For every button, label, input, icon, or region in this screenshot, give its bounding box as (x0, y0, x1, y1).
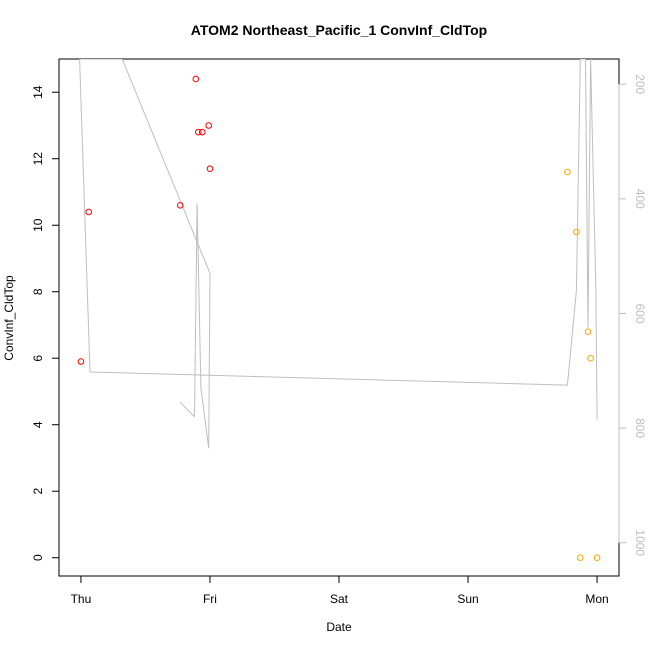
data-point (593, 554, 601, 562)
y2-tick-label: 200 (633, 74, 647, 94)
gray-line-series (79, 59, 598, 449)
data-point (576, 554, 584, 562)
data-points (77, 75, 601, 562)
data-point (195, 128, 202, 136)
y-axis-label: ConvInf_CldTop (2, 275, 16, 361)
data-point (573, 228, 580, 236)
x-axis-label: Date (326, 620, 352, 634)
y-tick-label: 0 (31, 554, 45, 561)
y-tick-label: 10 (31, 218, 45, 232)
chart-title: ATOM2 Northeast_Pacific_1 ConvInf_CldTop (191, 22, 487, 38)
y-tick-label: 2 (31, 488, 45, 495)
data-point (564, 168, 571, 176)
y-tick-label: 6 (31, 355, 45, 362)
y2-tick-label: 800 (633, 418, 647, 438)
data-point (77, 358, 85, 365)
data-point (198, 128, 206, 136)
y2-tick-label: 400 (633, 189, 647, 209)
y2-tick-label: 600 (633, 303, 647, 323)
y-tick-label: 4 (31, 421, 45, 428)
data-point (85, 208, 92, 216)
y-tick-label: 8 (31, 288, 45, 295)
x-tick-label: Mon (585, 592, 608, 606)
x-axis: Thu Fri Sat Sun Mon (71, 575, 609, 606)
data-point (192, 75, 200, 83)
y-tick-label: 12 (31, 152, 45, 166)
gray-line (79, 59, 598, 449)
x-tick-label: Thu (71, 592, 92, 606)
y-axis-right: 200 400 600 800 1000 (618, 74, 647, 556)
data-point (176, 201, 184, 209)
x-tick-label: Sat (330, 592, 349, 606)
y2-tick-label: 1000 (633, 529, 647, 556)
x-tick-label: Fri (203, 592, 217, 606)
x-tick-label: Sun (457, 592, 478, 606)
data-point (205, 122, 212, 129)
data-point (584, 328, 592, 335)
y-tick-label: 14 (31, 85, 45, 99)
data-point (206, 165, 214, 173)
y-axis-left: 0 2 4 6 8 10 12 14 (31, 85, 60, 561)
data-point (587, 354, 594, 362)
